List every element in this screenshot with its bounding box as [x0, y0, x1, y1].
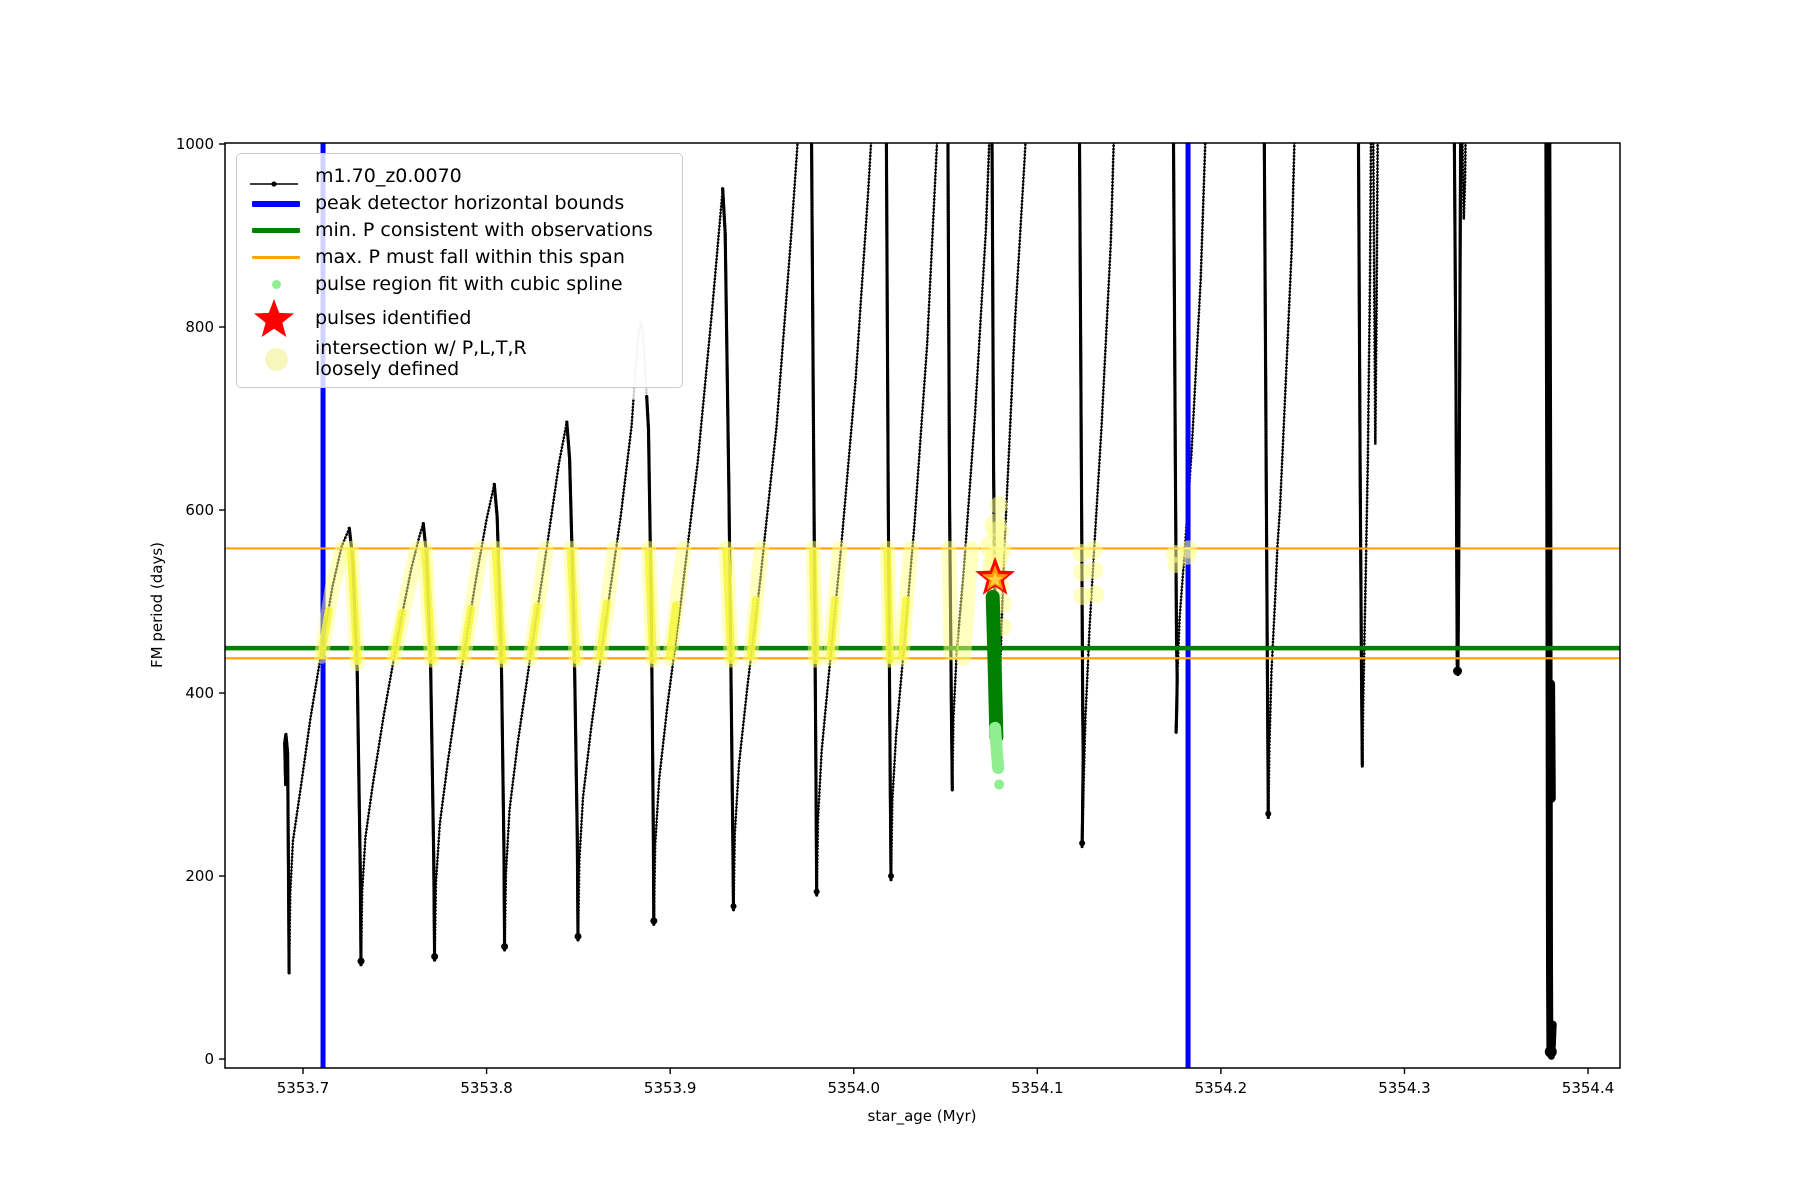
legend-item-intersection: intersection w/ P,L,T,R loosely defined — [247, 338, 672, 380]
yellow-band-core — [491, 547, 507, 665]
curve-minimum-blob — [501, 942, 509, 950]
pulse-identified-star — [975, 556, 1016, 595]
x-axis-label: star_age (Myr) — [868, 1107, 977, 1126]
curve-segment — [1546, 679, 1556, 803]
legend-handle-thin-line-icon — [247, 256, 305, 259]
curve-minimum-blob — [431, 953, 439, 961]
y-tick-label: 1000 — [176, 135, 214, 153]
curve-segment — [1371, 143, 1379, 446]
x-tick-label: 5354.2 — [1195, 1079, 1248, 1097]
curve-segment — [1262, 143, 1270, 820]
yellow-intersection-circle — [1179, 540, 1198, 559]
y-tick-label: 200 — [185, 867, 214, 885]
yellow-band-core — [897, 595, 911, 661]
y-axis-label: FM period (days) — [148, 542, 166, 668]
yellow-band-core — [596, 599, 611, 661]
plot-content — [225, 143, 1620, 1068]
legend-handle-small-dot-icon — [247, 280, 305, 289]
legend-handle-star-icon — [247, 298, 305, 338]
legend-item-min-p: min. P consistent with observations — [247, 217, 672, 244]
yellow-band-core — [347, 547, 362, 665]
legend-item-peak-bounds: peak detector horizontal bounds — [247, 190, 672, 217]
yellow-band — [956, 540, 980, 666]
yellow-intersection-circle — [1085, 561, 1104, 580]
curve-minimum-blob — [357, 957, 365, 965]
yellow-band-core — [809, 547, 820, 665]
legend-handle-thick-line-icon — [247, 228, 305, 233]
yellow-band-core — [317, 606, 333, 659]
legend-label-series: m1.70_z0.0070 — [315, 165, 462, 187]
yellow-band-core — [389, 608, 407, 661]
x-tick-label: 5353.7 — [277, 1079, 330, 1097]
curve-minimum-blob — [1265, 810, 1272, 817]
yellow-band-core — [526, 602, 542, 661]
green-spline-segment — [985, 589, 1004, 744]
curve-segment — [503, 420, 569, 952]
yellow-band-core — [722, 547, 736, 665]
yellow-band-core — [459, 604, 475, 661]
curve-minimum-blob — [813, 888, 820, 895]
yellow-band-core — [883, 547, 895, 665]
yellow-band-core — [826, 595, 839, 661]
legend-item-series: m1.70_z0.0070 — [247, 163, 672, 190]
curve-segment — [1360, 143, 1373, 768]
y-tick-label: 600 — [185, 501, 214, 519]
x-tick-label: 5354.0 — [828, 1079, 881, 1097]
y-tick-label: 400 — [185, 684, 214, 702]
yellow-band-core — [421, 547, 436, 665]
yellow-intersection-circle — [987, 520, 1010, 543]
curve-segment — [283, 732, 291, 975]
curve-minimum-blob — [574, 932, 582, 940]
curve-minimum-blob — [1544, 1045, 1557, 1058]
intersection-markers — [313, 496, 1198, 672]
legend-handle-thick-line-icon — [247, 200, 305, 207]
yellow-band-core — [746, 595, 761, 661]
axes-frame — [224, 142, 1621, 1069]
legend-handle-big-circle-icon — [247, 347, 305, 371]
legend-item-pulse-region: pulse region fit with cubic spline — [247, 271, 672, 298]
curve-minimum-blob — [650, 917, 658, 925]
yellow-intersection-circle — [1086, 585, 1105, 604]
legend-item-max-p: max. P must fall within this span — [247, 244, 672, 271]
curve-minimum-blob — [888, 873, 895, 880]
legend-label-pulses: pulses identified — [315, 306, 472, 329]
legend-label-pulse-region: pulse region fit with cubic spline — [315, 273, 623, 295]
legend-label-min-p: min. P consistent with observations — [315, 219, 653, 241]
yellow-intersection-circle — [1084, 541, 1103, 560]
legend-item-pulses: pulses identified — [247, 298, 672, 338]
yellow-band-core — [566, 547, 581, 665]
curve-segment — [721, 187, 736, 912]
x-tick-label: 5353.9 — [644, 1079, 697, 1097]
x-tick-label: 5354.4 — [1562, 1079, 1615, 1097]
yellow-intersection-circle — [989, 496, 1008, 515]
yellow-band — [941, 540, 959, 661]
x-tick-label: 5354.3 — [1378, 1079, 1431, 1097]
legend-label-intersection: intersection w/ P,L,T,R loosely defined — [315, 337, 527, 380]
curve-minimum-blob — [1453, 666, 1463, 676]
lightgreen-spline-points — [989, 721, 1005, 775]
y-tick-label: 800 — [185, 318, 214, 336]
curve-segment — [576, 397, 635, 942]
yellow-intersection-circle — [989, 539, 1012, 562]
yellow-band-core — [665, 601, 680, 661]
x-tick-label: 5353.8 — [460, 1079, 513, 1097]
y-tick-label: 0 — [204, 1050, 214, 1068]
curve-minimum-blob — [730, 903, 737, 910]
curve-segment — [1461, 143, 1467, 221]
curve-minimum-blob — [1079, 840, 1086, 847]
legend-label-peak-bounds: peak detector horizontal bounds — [315, 192, 625, 214]
legend-label-max-p: max. P must fall within this span — [315, 246, 625, 268]
curve-segment — [433, 483, 496, 962]
curve-segment — [652, 187, 725, 926]
curve-segment — [1266, 143, 1296, 819]
yellow-intersection-circle — [1167, 556, 1184, 573]
yellow-band-core — [644, 547, 657, 665]
lightgreen-spline-dot — [994, 779, 1005, 790]
x-tick-label: 5354.1 — [1011, 1079, 1064, 1097]
